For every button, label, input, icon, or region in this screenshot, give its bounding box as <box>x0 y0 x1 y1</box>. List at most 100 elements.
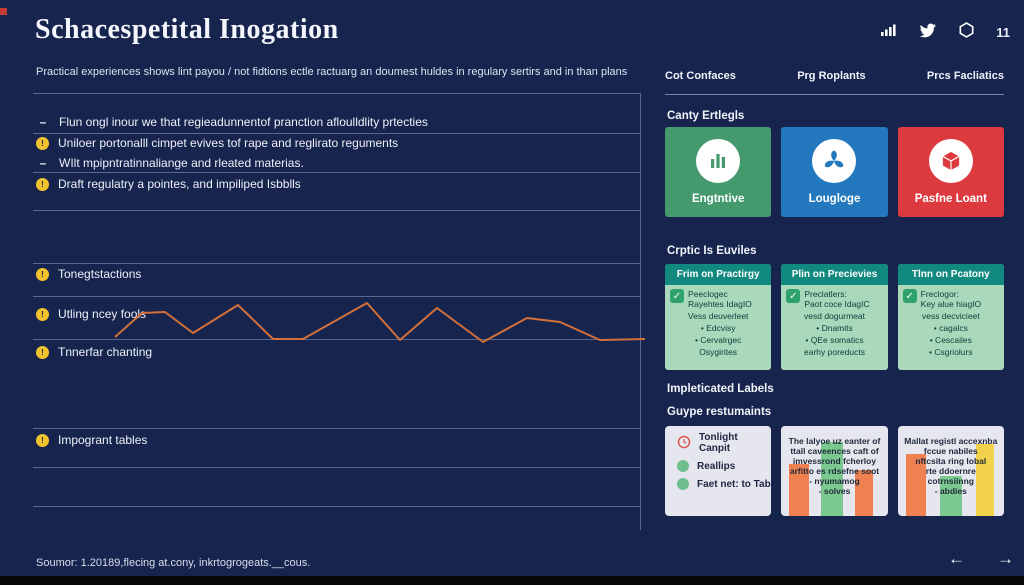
check-icon: ✓ <box>786 289 801 303</box>
divider <box>33 467 640 468</box>
hexagon-icon[interactable] <box>959 22 974 43</box>
panel-divider <box>640 93 641 530</box>
alert-bullet-icon: ! <box>36 345 49 359</box>
card-bullet: • Csgriolurs <box>929 347 973 357</box>
green-dot-icon <box>677 460 689 472</box>
practice-card[interactable]: Tlnn on Pcatony ✓ Freclogor: Key alue hi… <box>897 264 1004 370</box>
practice-card-title: Frim on Practirgy <box>665 264 772 285</box>
list-item-text: WIlt mpipntratinnaliange and rleated mat… <box>59 156 304 170</box>
divider <box>33 506 640 507</box>
card-bullet: • cagalcs <box>933 323 968 333</box>
divider <box>33 93 640 94</box>
practice-card[interactable]: Plin on Precievies ✓ Preclatlers: Paot c… <box>781 264 888 370</box>
tile-label: Lougloge <box>808 193 861 205</box>
alert-bullet-icon: ! <box>36 177 49 191</box>
source-note: Soumor: 1.20189,flecing at.cony, inkrtog… <box>36 557 311 569</box>
twitter-icon[interactable] <box>919 23 936 43</box>
next-arrow-icon[interactable]: → <box>997 549 1014 568</box>
bar-green <box>821 442 844 516</box>
summary-card-legend[interactable]: Tonlight Canpit Reallips Faet net: to Ta… <box>665 426 772 516</box>
list-item-text: Uniloer portonalll cimpet evives tof rap… <box>58 136 399 150</box>
tab-cot-confaces[interactable]: Cot Confaces <box>665 70 736 82</box>
tab-prg-roplants[interactable]: Prg Roplants <box>797 70 866 82</box>
mini-bars <box>898 426 1004 516</box>
practice-card[interactable]: Frim on Practirgy ✓ Peeclogec Rayehtes I… <box>665 264 772 370</box>
right-tabs: Cot Confaces Prg Roplants Prcs Facliatic… <box>665 70 1004 82</box>
page-title: Schacespetital Inogation <box>35 14 339 45</box>
card-bullet: Osygirites <box>699 347 738 357</box>
card-bullet: • QEe somatics <box>805 335 864 345</box>
legend-item-text: Faet net: to Tab <box>697 478 771 490</box>
top-right-toolbar: 11 <box>880 22 1010 43</box>
card-bullet: • Cervalrgec <box>694 335 742 345</box>
check-text: Freclogor: Key alue hiagIO <box>920 289 982 309</box>
bar-orange <box>905 454 926 516</box>
card-bullet: • Edcvisy <box>700 323 736 333</box>
check-icon: ✓ <box>670 289 684 303</box>
tabs-divider <box>665 94 1004 95</box>
corner-accent-mark <box>0 8 7 15</box>
bar-green <box>939 476 962 516</box>
divider <box>33 339 640 340</box>
check-text: Preclatlers: Paot coce IdagIC <box>804 289 870 309</box>
divider <box>33 428 640 429</box>
practice-card-body: ✓ Peeclogec Rayehtes IdagIO Vess deuverl… <box>665 285 771 361</box>
divider <box>33 133 640 134</box>
tile-pasfne-loant[interactable]: Pasfne Loant <box>897 127 1004 217</box>
list-item: – WIlt mpipntratinnaliange and rleated m… <box>36 156 304 170</box>
practice-cards-row: Frim on Practirgy ✓ Peeclogec Rayehtes I… <box>665 264 1004 370</box>
trend-sparkline <box>114 302 646 343</box>
divider <box>33 172 640 173</box>
bar-orange <box>855 470 874 516</box>
tile-lougloge[interactable]: Lougloge <box>781 127 888 217</box>
tab-prcs-facliatics[interactable]: Prcs Facliatics <box>926 70 1004 82</box>
prev-arrow-icon[interactable]: ← <box>948 549 965 568</box>
card-bullet: • Cescailes <box>929 335 972 345</box>
list-item-text: Tonegtstactions <box>58 267 142 281</box>
alert-bullet-icon: ! <box>36 267 49 281</box>
clock-icon <box>677 435 691 452</box>
list-item-text: Flun ongl inour we that regieadunnentof … <box>59 115 428 129</box>
list-item-text: Impogrant tables <box>58 433 148 447</box>
sparkline-path <box>114 302 646 343</box>
list-item: ! Impogrant tables <box>36 433 147 447</box>
card-line: Vess deuverleet <box>687 311 749 321</box>
alert-bullet-icon: ! <box>36 433 49 447</box>
tile-label: Engtntive <box>691 193 745 205</box>
legend-item-text: Tonlight Canpit <box>699 432 738 454</box>
tile-label: Pasfne Loant <box>914 193 987 205</box>
practice-card-title: Plin on Precievies <box>781 264 888 285</box>
list-item: ! Tnnerfar chanting <box>36 345 152 359</box>
bar-orange <box>789 464 810 516</box>
check-icon: ✓ <box>902 289 917 303</box>
stats-icon[interactable] <box>880 23 896 42</box>
card-line: vess decvicieet <box>922 311 980 321</box>
dash-bullet-icon: – <box>39 115 47 129</box>
note-text: Mallat registl accexnba fccue nabiles nf… <box>904 436 998 496</box>
list-item-text: Tnnerfar chanting <box>58 345 153 359</box>
practice-card-body: ✓ Preclatlers: Paot coce IdagIC vesd dog… <box>781 285 887 361</box>
practice-card-title: Tlnn on Pcatony <box>897 264 1004 285</box>
category-tiles-row: Engtntive Lougloge <box>665 127 1004 217</box>
dash-bullet-icon: – <box>39 156 47 170</box>
tile-engtntive[interactable]: Engtntive <box>665 127 772 217</box>
legend-item-text: Reallips <box>697 460 736 472</box>
summary-card-note[interactable]: Mallat registl accexnba fccue nabiles nf… <box>897 426 1004 516</box>
alert-bullet-icon: ! <box>36 136 49 150</box>
leaf-icon <box>812 139 857 183</box>
card-line: vesd dogurmeat <box>804 311 865 321</box>
card-bullet: earhy poreducts <box>804 347 865 357</box>
section-heading: Crptic Is Euviles <box>667 245 757 257</box>
list-item-text: Draft regulatry a pointes, and impiliped… <box>58 177 301 191</box>
list-item: ! Uniloer portonalll cimpet evives tof r… <box>36 136 398 150</box>
divider <box>33 296 640 297</box>
alert-bullet-icon: ! <box>36 307 49 321</box>
cube-icon <box>928 139 973 183</box>
list-item: ! Tonegtstactions <box>36 267 141 281</box>
section-heading: Guype restumaints <box>667 406 772 418</box>
list-item: ! Draft regulatry a pointes, and impilip… <box>36 177 301 191</box>
list-item-text: Utling ncey fools <box>58 307 147 321</box>
green-dot-icon <box>677 478 689 490</box>
summary-card-note[interactable]: The lalyoe uz eanter of ttall caveences … <box>781 426 888 516</box>
